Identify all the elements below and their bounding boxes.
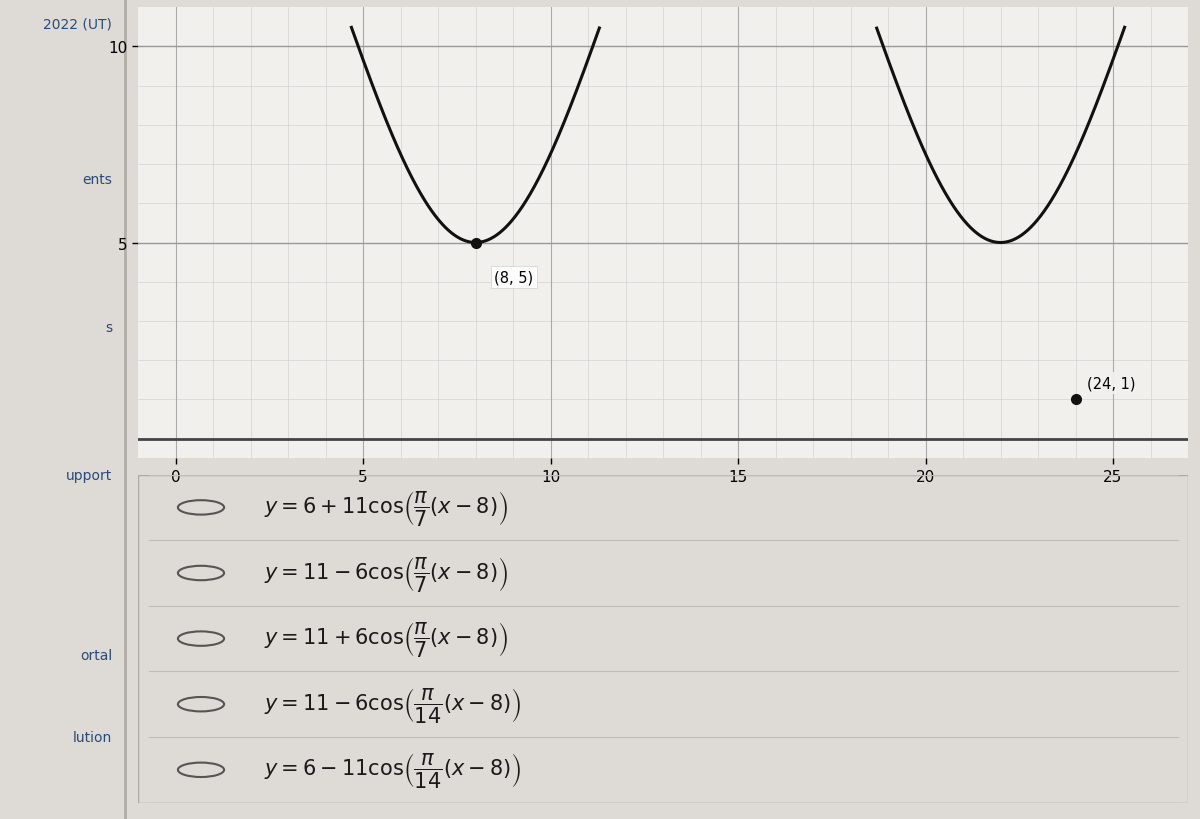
- Text: s: s: [106, 320, 113, 335]
- Text: upport: upport: [66, 468, 113, 482]
- Text: (8, 5): (8, 5): [494, 270, 533, 285]
- Text: $y = 6 - 11\cos\!\left(\dfrac{\pi}{14}(x - 8)\right)$: $y = 6 - 11\cos\!\left(\dfrac{\pi}{14}(x…: [264, 750, 521, 790]
- Text: ents: ents: [83, 173, 113, 188]
- Text: (24, 1): (24, 1): [1087, 376, 1135, 391]
- Text: $y = 6 + 11\cos\!\left(\dfrac{\pi}{7}(x - 8)\right)$: $y = 6 + 11\cos\!\left(\dfrac{\pi}{7}(x …: [264, 488, 508, 527]
- Text: ortal: ortal: [80, 648, 113, 663]
- Text: $y = 11 - 6\cos\!\left(\dfrac{\pi}{14}(x - 8)\right)$: $y = 11 - 6\cos\!\left(\dfrac{\pi}{14}(x…: [264, 685, 521, 724]
- Text: lution: lution: [73, 730, 113, 744]
- Text: $y = 11 - 6\cos\!\left(\dfrac{\pi}{7}(x - 8)\right)$: $y = 11 - 6\cos\!\left(\dfrac{\pi}{7}(x …: [264, 554, 508, 593]
- Text: 2022 (UT): 2022 (UT): [43, 17, 113, 32]
- Text: $y = 11 + 6\cos\!\left(\dfrac{\pi}{7}(x - 8)\right)$: $y = 11 + 6\cos\!\left(\dfrac{\pi}{7}(x …: [264, 619, 508, 658]
